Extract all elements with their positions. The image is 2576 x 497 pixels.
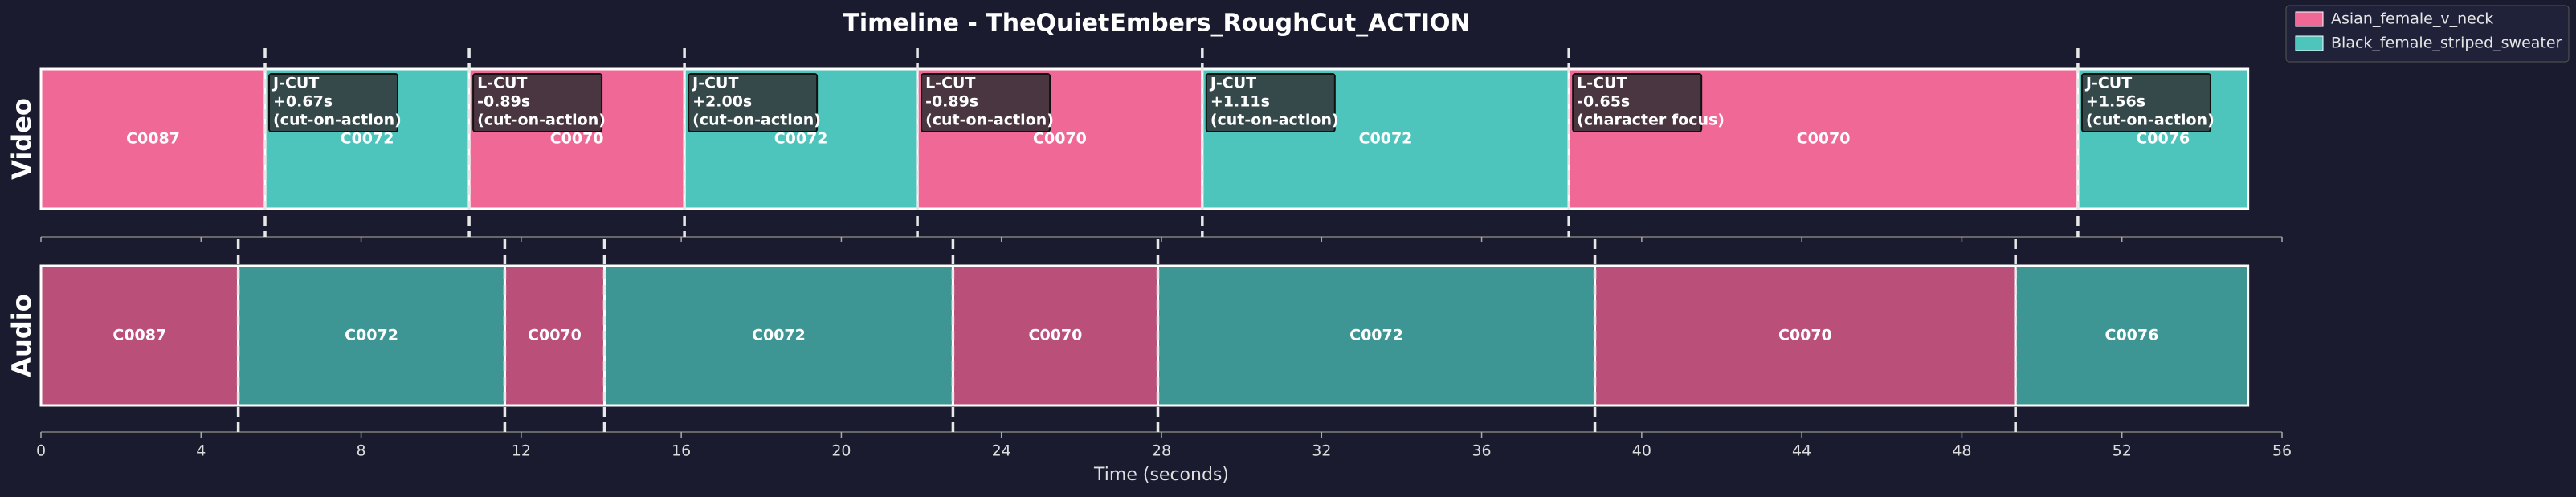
annotation-text: L-CUT: [477, 75, 527, 92]
annotation-text: J-CUT: [1209, 75, 1256, 92]
clip-label: C0072: [1349, 327, 1403, 344]
annotation-text: (cut-on-action): [692, 112, 821, 129]
clip-label: C0087: [126, 130, 180, 148]
annotation-text: L-CUT: [925, 75, 975, 92]
annotation-box: [1572, 73, 1703, 132]
legend-swatch: [2295, 11, 2324, 27]
x-tick-label: 24: [992, 442, 1011, 460]
x-tick-label: 32: [1312, 442, 1331, 460]
legend-label: Asian_female_v_neck: [2331, 10, 2493, 28]
clip: [2014, 264, 2250, 407]
clip-label: C0070: [1778, 327, 1832, 344]
annotation-text: -0.65s: [1577, 93, 1630, 111]
annotation-box: [688, 73, 819, 132]
clip-label: C0076: [2136, 130, 2190, 148]
clip: [503, 264, 606, 407]
legend-label: Black_female_striped_sweater: [2331, 35, 2562, 52]
clip: [951, 264, 1160, 407]
clip-label: C0076: [2105, 327, 2159, 344]
x-tick-label: 28: [1152, 442, 1171, 460]
x-tick-label: 36: [1472, 442, 1491, 460]
clip: [39, 264, 240, 407]
annotation-text: J-CUT: [271, 75, 319, 92]
x-tick-label: 8: [357, 442, 366, 460]
clip-label: C0072: [341, 130, 394, 148]
clip-label: C0087: [112, 327, 166, 344]
annotation-box: [2080, 73, 2211, 132]
x-tick-label: 44: [1792, 442, 1811, 460]
annotation-box: [268, 73, 398, 132]
clip-label: C0072: [752, 327, 806, 344]
annotation-text: -0.89s: [477, 93, 530, 111]
annotation-box: [921, 73, 1051, 132]
x-tick-label: 48: [1952, 442, 1971, 460]
annotation-text: J-CUT: [691, 75, 738, 92]
x-tick-label: 0: [36, 442, 46, 460]
clip: [602, 264, 954, 407]
clip-label: C0070: [1029, 327, 1083, 344]
annotation-box: [472, 73, 603, 132]
legend-swatch: [2295, 35, 2324, 51]
annotation-text: +1.11s: [1210, 93, 1270, 111]
annotation-text: (character focus): [1577, 112, 1725, 129]
clip-label: C0072: [1359, 130, 1413, 148]
track-label: Video: [6, 98, 37, 180]
annotation-text: J-CUT: [2084, 75, 2132, 92]
clip-label: C0072: [345, 327, 398, 344]
annotation-text: +2.00s: [692, 93, 752, 111]
x-tick-label: 52: [2113, 442, 2132, 460]
x-tick-label: 56: [2272, 442, 2292, 460]
x-tick-label: 20: [831, 442, 851, 460]
annotation-text: -0.89s: [925, 93, 978, 111]
annotation-box: [1205, 73, 1336, 132]
annotation-text: L-CUT: [1577, 75, 1627, 92]
clip-label: C0072: [774, 130, 828, 148]
clip-label: C0070: [528, 327, 582, 344]
clip-label: C0070: [1033, 130, 1087, 148]
clip: [237, 264, 506, 407]
annotation-text: +1.56s: [2086, 93, 2145, 111]
annotation-text: (cut-on-action): [477, 112, 606, 129]
chart-title: Timeline - TheQuietEmbers_RoughCut_ACTIO…: [843, 10, 1470, 38]
x-tick-label: 16: [672, 442, 691, 460]
legend-box: [2285, 5, 2570, 63]
x-tick-label: 40: [1632, 442, 1651, 460]
annotation-text: (cut-on-action): [925, 112, 1054, 129]
annotation-text: +0.67s: [273, 93, 333, 111]
clip: [39, 67, 267, 210]
clip-label: C0070: [1797, 130, 1851, 148]
annotation-text: (cut-on-action): [273, 112, 402, 129]
x-tick-label: 4: [196, 442, 206, 460]
annotation-text: (cut-on-action): [1210, 112, 1339, 129]
annotation-text: (cut-on-action): [2086, 112, 2215, 129]
clip-label: C0070: [550, 130, 604, 148]
x-axis-label: Time (seconds): [1093, 465, 1229, 485]
track-label: Audio: [6, 294, 37, 377]
x-tick-label: 12: [512, 442, 531, 460]
